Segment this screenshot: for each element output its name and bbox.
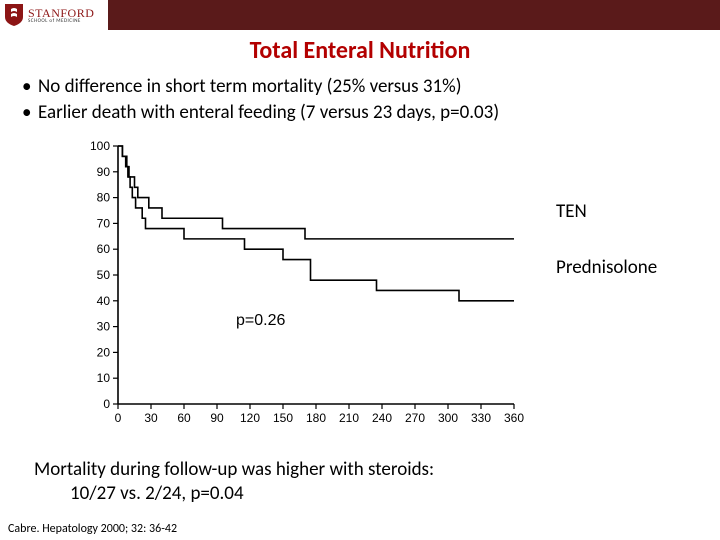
svg-text:180: 180 [306, 411, 326, 425]
logo: STANFORD SCHOOL of MEDICINE [0, 0, 108, 30]
bullet-list: No difference in short term mortality (2… [18, 74, 499, 125]
svg-text:270: 270 [405, 411, 425, 425]
svg-text:240: 240 [372, 411, 392, 425]
citation: Cabre. Hepatology 2000; 32: 36-42 [8, 522, 177, 536]
stanford-shield-icon [4, 3, 24, 27]
logo-text-top: STANFORD [28, 7, 94, 19]
series-label-ten: TEN [556, 200, 587, 223]
svg-text:120: 120 [240, 411, 260, 425]
km-chart-svg: 0 10 20 30 40 50 60 70 80 90 100 0 30 60 90 120 150 180 21… [76, 140, 536, 440]
svg-text:10: 10 [97, 371, 111, 385]
bullet-item: Earlier death with enteral feeding (7 ve… [18, 100, 499, 126]
svg-text:300: 300 [438, 411, 458, 425]
slide-title: Total Enteral Nutrition [0, 36, 720, 65]
svg-text:80: 80 [97, 191, 111, 205]
km-chart: 0 10 20 30 40 50 60 70 80 90 100 0 30 60 90 120 150 180 21… [76, 140, 536, 440]
svg-text:60: 60 [97, 242, 111, 256]
bullet-item: No difference in short term mortality (2… [18, 74, 499, 100]
logo-text-bottom: SCHOOL of MEDICINE [28, 19, 94, 24]
svg-text:30: 30 [97, 320, 111, 334]
svg-text:50: 50 [97, 268, 111, 282]
svg-text:150: 150 [273, 411, 293, 425]
svg-text:360: 360 [504, 411, 524, 425]
svg-text:70: 70 [97, 216, 111, 230]
header-bar [0, 0, 720, 30]
chart-pvalue: p=0.26 [236, 312, 285, 330]
bottom-line2: 10/27 vs. 2/24, p=0.04 [34, 482, 434, 506]
series-label-prednisolone: Prednisolone [556, 256, 657, 279]
svg-text:100: 100 [90, 140, 110, 153]
svg-text:30: 30 [144, 411, 158, 425]
svg-text:0: 0 [103, 397, 110, 411]
svg-text:40: 40 [97, 294, 111, 308]
svg-text:60: 60 [177, 411, 191, 425]
bottom-line1: Mortality during follow-up was higher wi… [34, 458, 434, 482]
svg-text:20: 20 [97, 345, 111, 359]
bottom-text: Mortality during follow-up was higher wi… [34, 458, 434, 506]
svg-text:330: 330 [471, 411, 491, 425]
svg-text:90: 90 [97, 165, 111, 179]
svg-text:90: 90 [210, 411, 224, 425]
svg-text:210: 210 [339, 411, 359, 425]
svg-text:0: 0 [115, 411, 122, 425]
